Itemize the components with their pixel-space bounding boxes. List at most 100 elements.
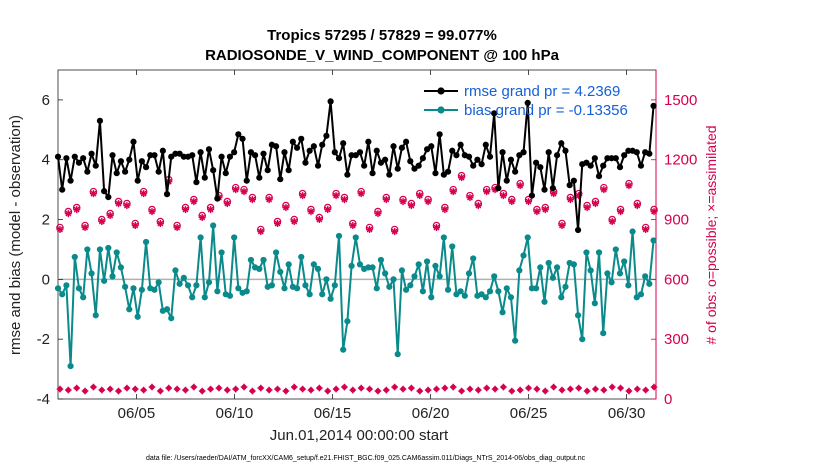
obs-low-assimilated-marker bbox=[441, 384, 449, 392]
bias-point bbox=[155, 279, 162, 286]
obs-assimilated-marker bbox=[583, 204, 591, 212]
right-y-tick-label: 0 bbox=[664, 391, 672, 408]
rmse-point bbox=[189, 152, 196, 159]
obs-assimilated-marker bbox=[642, 226, 650, 234]
obs-low-assimilated-marker bbox=[608, 383, 616, 391]
obs-low-assimilated-marker bbox=[391, 383, 398, 391]
bias-point bbox=[235, 285, 242, 292]
obs-assimilated-marker bbox=[525, 198, 533, 206]
obs-assimilated-marker bbox=[374, 210, 382, 218]
rmse-point bbox=[54, 153, 62, 160]
rmse-point bbox=[616, 164, 624, 171]
bias-point bbox=[335, 232, 343, 240]
bias-point bbox=[138, 286, 145, 293]
bias-point bbox=[545, 259, 552, 267]
obs-low-assimilated-marker bbox=[131, 385, 139, 393]
obs-assimilated-marker bbox=[156, 220, 164, 228]
bias-point bbox=[541, 298, 548, 305]
rmse-point bbox=[277, 176, 284, 183]
obs-low-assimilated-marker bbox=[274, 385, 281, 393]
bias-point bbox=[616, 270, 624, 277]
rmse-point bbox=[570, 177, 577, 184]
bias-point bbox=[491, 273, 498, 280]
obs-assimilated-marker bbox=[357, 190, 365, 198]
bias-point bbox=[306, 291, 313, 298]
right-y-tick-label: 1500 bbox=[664, 92, 697, 109]
rmse-point bbox=[407, 158, 414, 165]
rmse-point bbox=[239, 135, 246, 142]
bias-point bbox=[117, 264, 125, 271]
obs-low-assimilated-marker bbox=[625, 387, 633, 395]
rmse-point bbox=[533, 159, 540, 166]
bias-point bbox=[595, 249, 603, 256]
bias-point bbox=[226, 292, 234, 299]
bias-point bbox=[134, 313, 141, 320]
bias-point bbox=[142, 238, 150, 246]
rmse-point bbox=[197, 149, 204, 156]
chart-title-line1: Tropics 57295 / 57829 = 99.077% bbox=[267, 27, 497, 44]
bias-point bbox=[109, 273, 116, 280]
bias-point bbox=[512, 337, 519, 344]
legend: rmse grand pr = 4.2369 bias grand pr = -… bbox=[424, 83, 628, 119]
obs-assimilated-marker bbox=[257, 228, 265, 236]
obs-assimilated-marker bbox=[449, 188, 457, 196]
obs-assimilated-marker bbox=[633, 202, 641, 210]
obs-low-assimilated-marker bbox=[307, 386, 315, 394]
rmse-point bbox=[553, 152, 561, 159]
bias-point bbox=[189, 294, 196, 301]
obs-assimilated-marker bbox=[181, 206, 189, 214]
obs-low-assimilated-marker bbox=[182, 386, 189, 394]
rmse-point bbox=[323, 132, 330, 139]
rmse-point bbox=[503, 177, 510, 184]
obs-assimilated-marker bbox=[173, 224, 181, 232]
rmse-point bbox=[365, 138, 372, 145]
rmse-point bbox=[80, 155, 87, 162]
rmse-point bbox=[369, 170, 376, 177]
bias-point bbox=[533, 285, 540, 292]
bias-point bbox=[59, 291, 66, 298]
rmse-point bbox=[256, 174, 263, 181]
bias-point bbox=[579, 336, 586, 343]
bias-point bbox=[625, 282, 632, 289]
bias-point bbox=[612, 246, 619, 253]
obs-assimilated-marker bbox=[608, 218, 616, 226]
rmse-point bbox=[163, 191, 171, 198]
x-tick-label: 06/05 bbox=[118, 405, 156, 422]
x-tick-label: 06/10 bbox=[216, 405, 254, 422]
rmse-point bbox=[226, 153, 234, 160]
bias-point bbox=[151, 286, 158, 293]
bias-point bbox=[583, 249, 590, 256]
obs-assimilated-marker bbox=[491, 186, 499, 194]
obs-low-assimilated-marker bbox=[382, 386, 390, 394]
rmse-point bbox=[465, 153, 473, 160]
obs-assimilated-marker bbox=[340, 196, 348, 204]
obs-low-assimilated-marker bbox=[324, 387, 332, 395]
bias-point bbox=[457, 288, 464, 295]
obs-assimilated-marker bbox=[332, 192, 340, 200]
obs-low-assimilated-marker bbox=[516, 386, 524, 394]
obs-low-assimilated-marker bbox=[583, 387, 591, 395]
rmse-point bbox=[453, 152, 460, 159]
bias-point bbox=[574, 312, 582, 319]
bias-point bbox=[449, 243, 456, 250]
bias-point bbox=[436, 273, 443, 280]
bias-point bbox=[356, 261, 364, 268]
obs-assimilated-marker bbox=[474, 202, 482, 210]
bias-point bbox=[340, 346, 347, 353]
obs-low-assimilated-marker bbox=[190, 383, 198, 391]
bias-point bbox=[168, 315, 175, 322]
rmse-point bbox=[193, 179, 200, 186]
obs-low-assimilated-marker bbox=[224, 386, 231, 394]
obs-low-assimilated-marker bbox=[483, 384, 490, 392]
obs-assimilated-marker bbox=[123, 202, 131, 210]
obs-low-assimilated-marker bbox=[634, 385, 641, 393]
bias-point bbox=[591, 300, 598, 307]
bias-point bbox=[310, 261, 317, 268]
rmse-point bbox=[361, 162, 368, 169]
right-y-tick-label: 600 bbox=[664, 271, 689, 288]
obs-assimilated-marker bbox=[407, 202, 415, 210]
obs-assimilated-marker bbox=[566, 196, 574, 204]
rmse-point bbox=[310, 143, 317, 150]
bias-point bbox=[411, 273, 418, 280]
obs-low-assimilated-marker bbox=[90, 383, 97, 391]
